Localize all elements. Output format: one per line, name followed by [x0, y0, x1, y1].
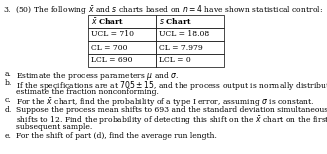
Text: Suppose the process mean shifts to 693 and the standard deviation simultaneously: Suppose the process mean shifts to 693 a… [16, 105, 327, 113]
Text: UCL = 710: UCL = 710 [91, 30, 134, 38]
Bar [88, 15, 156, 28]
Text: LCL = 0: LCL = 0 [159, 57, 191, 65]
Bar [88, 54, 156, 67]
Text: e.: e. [5, 132, 12, 140]
Text: c.: c. [5, 97, 12, 105]
Text: $s$ Chart: $s$ Chart [159, 16, 192, 26]
Text: b.: b. [5, 79, 12, 87]
Bar [156, 28, 224, 41]
Text: For the shift of part (d), find the average run length.: For the shift of part (d), find the aver… [16, 132, 217, 140]
Text: CL = 7.979: CL = 7.979 [159, 43, 203, 51]
Text: subsequent sample.: subsequent sample. [16, 123, 92, 131]
Text: CL = 700: CL = 700 [91, 43, 128, 51]
Text: If the specifications are at $705 \pm 15$, and the process output is normally di: If the specifications are at $705 \pm 15… [16, 79, 327, 92]
Bar [156, 54, 224, 67]
Bar [156, 41, 224, 54]
Text: Estimate the process parameters $\mu$ and $\sigma$.: Estimate the process parameters $\mu$ an… [16, 70, 179, 82]
Text: shifts to 12. Find the probability of detecting this shift on the $\bar{x}$ char: shifts to 12. Find the probability of de… [16, 115, 327, 127]
Text: a.: a. [5, 70, 12, 78]
Text: d.: d. [5, 105, 12, 113]
Text: For the $\bar{x}$ chart, find the probability of a type I error, assuming $\sigm: For the $\bar{x}$ chart, find the probab… [16, 97, 315, 109]
Text: UCL = 18.08: UCL = 18.08 [159, 30, 209, 38]
Text: $\bar{x}$ Chart: $\bar{x}$ Chart [91, 16, 125, 27]
Bar [156, 15, 224, 28]
Text: estimate the fraction nonconforming.: estimate the fraction nonconforming. [16, 88, 159, 96]
Bar [88, 41, 156, 54]
Text: 3.  (50) The following $\bar{x}$ and $s$ charts based on $n = 4$ have shown stat: 3. (50) The following $\bar{x}$ and $s$ … [3, 3, 323, 16]
Bar [88, 28, 156, 41]
Text: LCL = 690: LCL = 690 [91, 57, 132, 65]
